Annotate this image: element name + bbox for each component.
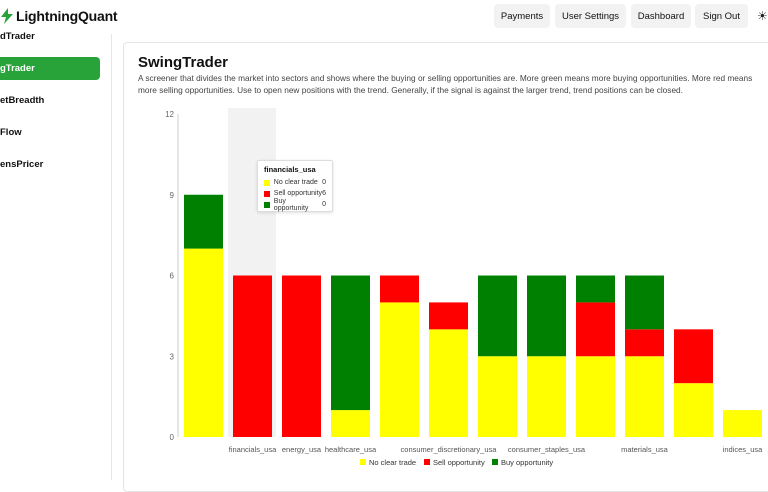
tooltip-row-value: 0 [322, 201, 326, 208]
bar-segment [380, 275, 419, 303]
bar-segment [429, 302, 468, 330]
legend-label: No clear trade [369, 458, 416, 467]
bar-segment [674, 329, 713, 384]
sidebar-item-trader[interactable]: dTrader [0, 31, 35, 42]
bar-segment [429, 329, 468, 437]
sidebar-item-optionspricer[interactable]: ensPricer [0, 159, 44, 170]
bar-segment [674, 383, 713, 437]
bar-segment [576, 275, 615, 303]
bar-segment [331, 410, 370, 437]
y-tick-label: 3 [170, 352, 175, 361]
sidebar-item-swingtrader[interactable]: gTrader [0, 57, 100, 80]
sign-out-button[interactable]: Sign Out [695, 4, 748, 28]
sun-icon[interactable]: ☀ [757, 9, 768, 23]
x-tick-label: indices_usa [723, 445, 763, 454]
bar-segment [184, 248, 223, 437]
legend-label: Sell opportunity [433, 458, 485, 467]
bar-segment [527, 275, 566, 357]
tooltip-row: No clear trade 0 [264, 177, 326, 188]
dashboard-button[interactable]: Dashboard [631, 4, 691, 28]
bar-segment [576, 356, 615, 437]
tooltip-title: financials_usa [264, 165, 316, 174]
chart-tooltip: financials_usa No clear trade 0 Sell opp… [257, 160, 333, 212]
bar-segment [233, 275, 272, 437]
legend-label: Buy opportunity [501, 458, 553, 467]
sidebar: dTrader gTrader etBreadth Flow ensPricer [0, 31, 112, 480]
bar-segment [478, 356, 517, 437]
tooltip-row-value: 6 [322, 190, 326, 197]
legend-swatch [424, 459, 430, 465]
bar-segment [184, 194, 223, 249]
bar-segment [625, 356, 664, 437]
bar-segment [282, 275, 321, 437]
sell-swatch-icon [264, 190, 270, 197]
user-settings-button[interactable]: User Settings [555, 4, 626, 28]
x-tick-label: materials_usa [621, 445, 669, 454]
bar-segment [380, 302, 419, 437]
x-tick-label: consumer_staples_usa [508, 445, 586, 454]
legend-swatch [360, 459, 366, 465]
stacked-bar-chart: 0 3 6 9 12 financials_usa energy_usa healthcare… [165, 108, 763, 467]
bar-segment [527, 356, 566, 437]
tooltip-row-value: 0 [322, 179, 326, 186]
bar-segment [576, 302, 615, 357]
y-tick-label: 9 [170, 191, 175, 200]
tooltip-row-label: Buy opportunity [273, 197, 309, 212]
tooltip-row-label: Sell opportunity [273, 190, 323, 197]
sidebar-item-marketbreadth[interactable]: etBreadth [0, 95, 45, 106]
tooltip-row-label: No clear trade [273, 179, 318, 186]
x-tick-label: energy_usa [282, 445, 322, 454]
lightning-icon [1, 8, 13, 24]
x-tick-label: consumer_discretionary_usa [401, 445, 498, 454]
bar-segment [723, 410, 762, 437]
page-title: SwingTrader [138, 54, 229, 71]
y-tick-label: 6 [170, 272, 175, 281]
top-bar: LightningQuant Payments User Settings Da… [0, 0, 768, 34]
bar-segment [625, 275, 664, 330]
brand-logo[interactable]: LightningQuant [0, 8, 118, 24]
bar-segment [625, 329, 664, 357]
tooltip-row: Sell opportunity 6 [264, 188, 326, 199]
tooltip-row: Buy opportunity 0 [264, 197, 326, 212]
legend-swatch [492, 459, 498, 465]
brand-name: LightningQuant [16, 8, 118, 24]
x-tick-label: healthcare_usa [325, 445, 377, 454]
bar-segment [331, 275, 370, 411]
payments-button[interactable]: Payments [494, 4, 550, 28]
bar-segment [478, 275, 517, 357]
no-clear-swatch-icon [264, 179, 270, 186]
page-description: A screener that divides the market into … [138, 73, 753, 95]
y-tick-label: 0 [170, 433, 175, 442]
x-tick-label: financials_usa [229, 445, 277, 454]
sidebar-item-flow[interactable]: Flow [0, 127, 22, 138]
buy-swatch-icon [264, 201, 270, 208]
y-tick-label: 12 [165, 110, 174, 119]
